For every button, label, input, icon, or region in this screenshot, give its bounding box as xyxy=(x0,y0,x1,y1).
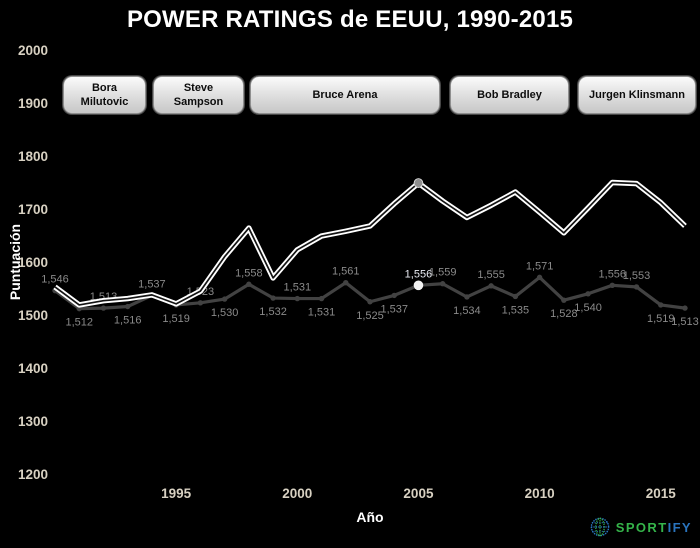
gray-series-data-label: 1,540 xyxy=(574,302,602,314)
white-line-marker-2005 xyxy=(413,178,424,188)
gray-series-point xyxy=(391,292,397,299)
gray-series-data-label: 1,556 xyxy=(405,268,433,280)
logo-sport: SPORT xyxy=(615,519,668,535)
x-tick-label: 2015 xyxy=(646,486,677,501)
gray-series-point xyxy=(512,293,519,300)
gray-series-point xyxy=(367,299,373,305)
gray-series-data-label: 1,528 xyxy=(550,308,578,320)
gray-series-data-label: 1,525 xyxy=(356,310,384,322)
coach-button-jurgen-klinsmann[interactable]: Jurgen Klinsmann xyxy=(578,76,696,114)
x-tick-label: 2010 xyxy=(525,486,555,501)
y-axis-title: Puntuación xyxy=(7,224,23,300)
y-tick-label: 1600 xyxy=(18,255,48,270)
gray-series-point xyxy=(609,282,615,289)
gray-series-data-label: 1,512 xyxy=(65,317,93,329)
gray-series-data-label: 1,561 xyxy=(332,266,360,278)
gray-series-point xyxy=(561,297,567,303)
gray-series-data-label: 1,532 xyxy=(259,306,287,318)
gray-series-point xyxy=(439,281,446,287)
gray-series-point xyxy=(633,284,640,290)
gray-series-point xyxy=(464,294,470,300)
chart-title: POWER RATINGS de EEUU, 1990-2015 xyxy=(126,6,574,33)
gray-series-point xyxy=(682,305,688,311)
y-tick-label: 2000 xyxy=(18,43,48,58)
gray-series-point xyxy=(585,291,591,297)
logo-ify: IFY xyxy=(667,519,692,535)
y-tick-label: 1800 xyxy=(18,149,48,164)
gray-series-data-label: 1,546 xyxy=(41,274,69,286)
gray-series-point xyxy=(100,305,107,311)
gray-series-point xyxy=(658,302,664,308)
sportify-logo: SPORTIFY xyxy=(589,516,692,538)
gray-series-point xyxy=(246,281,252,287)
sportify-globe-icon xyxy=(590,517,610,537)
y-tick-label: 1200 xyxy=(18,467,48,482)
gray-series-data-label: 1,531 xyxy=(308,307,336,319)
y-tick-label: 1300 xyxy=(18,414,48,429)
gray-series-data-label: 1,571 xyxy=(526,260,554,272)
gray-series-data-label: 1,535 xyxy=(502,304,530,316)
gray-series-data-label: 1,530 xyxy=(211,307,239,319)
coach-button-bora-milutovic[interactable]: Bora Milutovic xyxy=(63,76,146,114)
x-tick-label: 2000 xyxy=(282,486,312,501)
gray-series-data-label: 1,553 xyxy=(623,270,651,282)
gray-series-data-label: 1,559 xyxy=(429,267,457,279)
gray-series-data-label: 1,537 xyxy=(380,303,408,315)
y-tick-label: 1500 xyxy=(18,308,48,323)
x-tick-label: 2005 xyxy=(403,486,434,501)
coach-button-bob-bradley[interactable]: Bob Bradley xyxy=(450,76,569,114)
gray-series-point xyxy=(270,295,276,301)
x-axis-title: Año xyxy=(356,509,383,525)
gray-series-point xyxy=(536,274,543,281)
gray-series-point xyxy=(294,295,300,302)
white-series-core-line xyxy=(54,181,686,306)
y-tick-label: 1900 xyxy=(18,96,48,111)
sportify-wordmark: SPORTIFY xyxy=(616,520,692,535)
coach-button-bruce-arena[interactable]: Bruce Arena xyxy=(250,76,440,114)
coach-button-steve-sampson[interactable]: Steve Sampson xyxy=(153,76,244,114)
gray-series-data-label: 1,519 xyxy=(647,313,675,325)
y-tick-label: 1400 xyxy=(18,361,48,376)
y-tick-label: 1700 xyxy=(18,202,48,217)
gray-series-point xyxy=(221,296,228,302)
x-tick-label: 1995 xyxy=(161,486,192,501)
gray-series-point xyxy=(124,303,131,310)
gray-series-data-label: 1,513 xyxy=(671,316,699,328)
gray-line-highlight-marker-2005 xyxy=(413,280,424,291)
gray-series-data-label: 1,519 xyxy=(162,313,190,325)
gray-series-data-label: 1,516 xyxy=(114,315,142,327)
gray-series-data-label: 1,556 xyxy=(599,268,627,280)
gray-series-data-label: 1,531 xyxy=(284,282,312,294)
gray-series-point xyxy=(197,300,204,306)
gray-series-point xyxy=(343,279,349,286)
gray-series-data-label: 1,534 xyxy=(453,305,481,317)
gray-series-point xyxy=(318,295,325,302)
gray-series-point xyxy=(488,283,494,289)
gray-series-data-label: 1,555 xyxy=(477,269,505,281)
gray-series-data-label: 1,537 xyxy=(138,278,166,290)
gray-series-data-label: 1,558 xyxy=(235,267,263,279)
